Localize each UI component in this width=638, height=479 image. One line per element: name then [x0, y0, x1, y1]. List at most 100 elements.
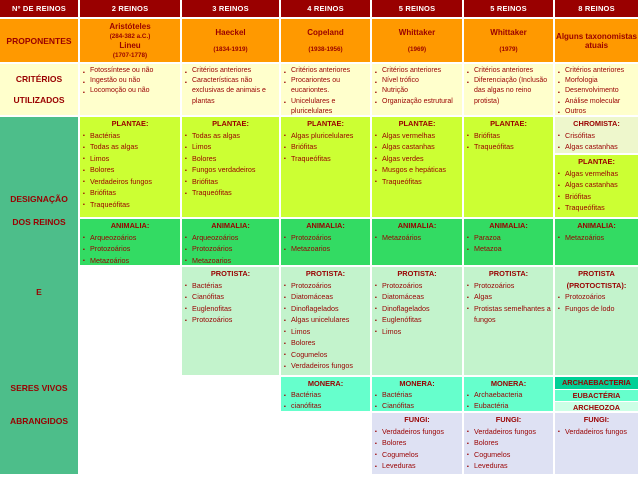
- kingdom-item: ▪ Musgos e hepáticas: [374, 164, 460, 176]
- bullet-icon: ▪: [375, 392, 377, 399]
- kingdom-title: PROTISTA: [578, 269, 615, 278]
- criteria-cell-8-reinos: ▪ Critérios anteriores ▪ Morfologia ▪ Desenvo…: [555, 64, 638, 115]
- kingdom-item: ▪ Algas castanhas: [557, 179, 636, 191]
- plantae-cell-5-reinos-1979: PLANTAE: ▪ Briófitas ▪ Traqueófitas: [464, 117, 553, 217]
- kingdom-item: ▪ Leveduras: [466, 460, 551, 472]
- criteria-cell-4-reinos: ▪ Critérios anteriores ▪ Procariontes ou eu…: [281, 64, 370, 115]
- proponent-cell-8-reinos: Alguns taxonomistas atuais: [555, 19, 638, 62]
- proponent-cell-2-reinos: Aristóteles (284-382 a.C.) Lineu (1707-1…: [80, 19, 180, 62]
- bullet-icon: ▪: [375, 144, 377, 151]
- monera-cell-5-reinos-1969: MONERA: ▪ Bactérias ▪ Cianófitas: [372, 377, 462, 411]
- kingdom-item: ▪ Bactérias: [283, 389, 368, 400]
- kingdom-item: ▪ Algas: [466, 291, 551, 303]
- criteria-cell-3-reinos: ▪ Critérios anteriores ▪ Características nã…: [182, 64, 279, 115]
- bullet-icon: ▪: [284, 306, 286, 312]
- kingdom-title: ANIMALIA:: [306, 221, 345, 230]
- bullet-icon: ▪: [185, 69, 187, 76]
- bullet-icon: ▪: [284, 69, 286, 76]
- kingdom-title: MONERA:: [399, 379, 435, 388]
- proponent-years: (1834-1919): [213, 45, 248, 53]
- plantae-cell-4-reinos: PLANTAE: ▪ Algas pluricelulares ▪ Briófitas…: [281, 117, 370, 217]
- kingdom-item: ▪ Protozoários: [557, 291, 636, 303]
- bullet-icon: ▪: [375, 283, 377, 289]
- criteria-item: ▪ Análise molecular: [557, 97, 636, 107]
- kingdom-item: ▪ Protozoários: [184, 243, 277, 255]
- bullet-icon: ▪: [375, 317, 377, 324]
- kingdom-item: ▪ Cogumelos: [466, 449, 551, 461]
- kingdom-title: ANIMALIA:: [489, 221, 528, 230]
- criteria-cell-5-reinos-1979: ▪ Critérios anteriores ▪ Diferenciação (Inc…: [464, 64, 553, 115]
- bullet-icon: ▪: [467, 235, 469, 241]
- plantae-cell-5-reinos-1969: PLANTAE: ▪ Algas vermelhas ▪ Algas castanha…: [372, 117, 462, 217]
- kingdom-item: ▪ Cianófitas: [374, 400, 460, 411]
- kingdom-item: ▪ Cogumelos: [283, 349, 368, 361]
- criteria-item: ▪ Critérios anteriores: [283, 66, 368, 76]
- plantae-cell-3-reinos: PLANTAE: ▪ Todas as algas ▪ Limos ▪ Bolores ▪ F…: [182, 117, 279, 217]
- criteria-list: ▪ Critérios anteriores ▪ Características nã…: [184, 66, 277, 107]
- criteria-list: ▪ Critérios anteriores ▪ Diferenciação (Inc…: [466, 66, 551, 107]
- kingdom-title: ANIMALIA:: [577, 221, 616, 230]
- row-label-line: SERES VIVOS: [10, 383, 68, 393]
- kingdom-item: ▪ Traqueófitas: [283, 153, 368, 165]
- kingdom-item: ▪ Limos: [184, 141, 277, 153]
- bullet-icon: ▪: [558, 133, 560, 139]
- kingdom-item: ▪ Metazoários: [374, 232, 460, 244]
- proponent-name: Copeland: [307, 28, 344, 38]
- row-label-line: DESIGNAÇÃO: [10, 194, 68, 204]
- criteria-item: ▪ Organização estrutural: [374, 97, 460, 107]
- bullet-icon: ▪: [83, 179, 85, 185]
- kingdom-item: ▪ Metazoarios: [283, 243, 368, 255]
- criteria-item: ▪ Nutrição: [374, 86, 460, 96]
- kingdom-item: ▪ Cianófitas: [184, 291, 277, 303]
- proponent-cell-5-reinos-1979: Whittaker (1979): [464, 19, 553, 62]
- bullet-icon: ▪: [83, 190, 85, 197]
- kingdom-title: PLANTAE:: [578, 157, 615, 166]
- kingdom-item: ▪ Arqueozoários: [82, 232, 178, 244]
- bullet-icon: ▪: [83, 235, 85, 241]
- row-label-line: E: [36, 287, 42, 297]
- kingdom-item: ▪ Fungos verdadeiros: [184, 164, 277, 176]
- kingdom-title: FUNGI:: [583, 415, 610, 424]
- kingdom-list: ▪ Arqueozoários ▪ Protozoários ▪ Metazoarios: [184, 232, 277, 266]
- kingdom-item: ▪ Algas vermelhas: [374, 130, 460, 142]
- kingdom-item: ▪ Algas pluricelulares: [283, 130, 368, 142]
- kingdom-item: ▪ Limos: [82, 153, 178, 165]
- protista-cell-8-reinos: PROTISTA (PROTOCTISTA): ▪ Protozoários ▪ Fu…: [555, 267, 638, 375]
- bullet-icon: ▪: [83, 133, 85, 139]
- kingdom-item: ▪ Fungos de lodo: [557, 303, 636, 315]
- row-label-criterios: CRITÉRIOS UTILIZADOS: [0, 64, 78, 115]
- proponent-name: Haeckel: [215, 28, 246, 38]
- animalia-cell-4-reinos: ANIMALIA: ▪ Protozoários ▪ Metazoarios: [281, 219, 370, 265]
- criteria-list: ▪ Fotossíntese ou não ▪ Ingestão ou não ▪ Loc…: [82, 66, 178, 97]
- bullet-icon: ▪: [284, 283, 286, 289]
- proponent-name: Whittaker: [398, 28, 436, 38]
- bullet-icon: ▪: [284, 329, 286, 335]
- kingdom-title: MONERA:: [307, 379, 344, 388]
- kingdom-title: CHROMISTA:: [573, 119, 620, 128]
- bullet-icon: ▪: [185, 294, 187, 301]
- bullet-icon: ▪: [83, 89, 85, 96]
- bullet-icon: ▪: [284, 340, 286, 347]
- criteria-list: ▪ Critérios anteriores ▪ Procariontes ou eu…: [283, 66, 368, 115]
- bullet-icon: ▪: [558, 182, 560, 189]
- kingdom-item: ▪ Traqueófitas: [374, 176, 460, 188]
- proponent-years: (1707-1778): [112, 52, 148, 60]
- proponent-years: (284-382 a.C.): [109, 32, 151, 40]
- criteria-item: ▪ Diferenciação (Inclusão das algas no re…: [467, 77, 548, 105]
- animalia-cell-8-reinos: ANIMALIA: ▪ Metazoários: [555, 219, 638, 265]
- row-label-designacao-dos-reinos: DESIGNAÇÃO DOS REINOS E SERES VIVOS ABRA…: [0, 117, 78, 474]
- kingdom-item: ▪ Diatomáceas: [374, 291, 460, 303]
- kingdom-strip: ARCHAEBACTERIA: [555, 377, 638, 389]
- kingdom-strip: EUBACTÉRIA: [555, 389, 638, 401]
- bullet-icon: ▪: [185, 167, 187, 174]
- kingdom-item: ▪ Protozoários: [374, 280, 460, 292]
- kingdom-item: ▪ Verdadeiros fungos: [82, 176, 178, 188]
- bullet-icon: ▪: [558, 79, 560, 86]
- kingdom-title: PROTISTA:: [397, 269, 437, 278]
- kingdom-list: ▪ Briófitas ▪ Traqueófitas: [466, 130, 551, 153]
- kingdom-item: ▪ Algas verdes: [374, 153, 460, 165]
- kingdom-item: ▪ Briófitas: [466, 130, 551, 142]
- criteria-item: ▪ Critérios anteriores: [374, 66, 460, 76]
- kingdom-item: ▪ Bolores: [82, 164, 178, 176]
- bullet-icon: ▪: [284, 317, 286, 324]
